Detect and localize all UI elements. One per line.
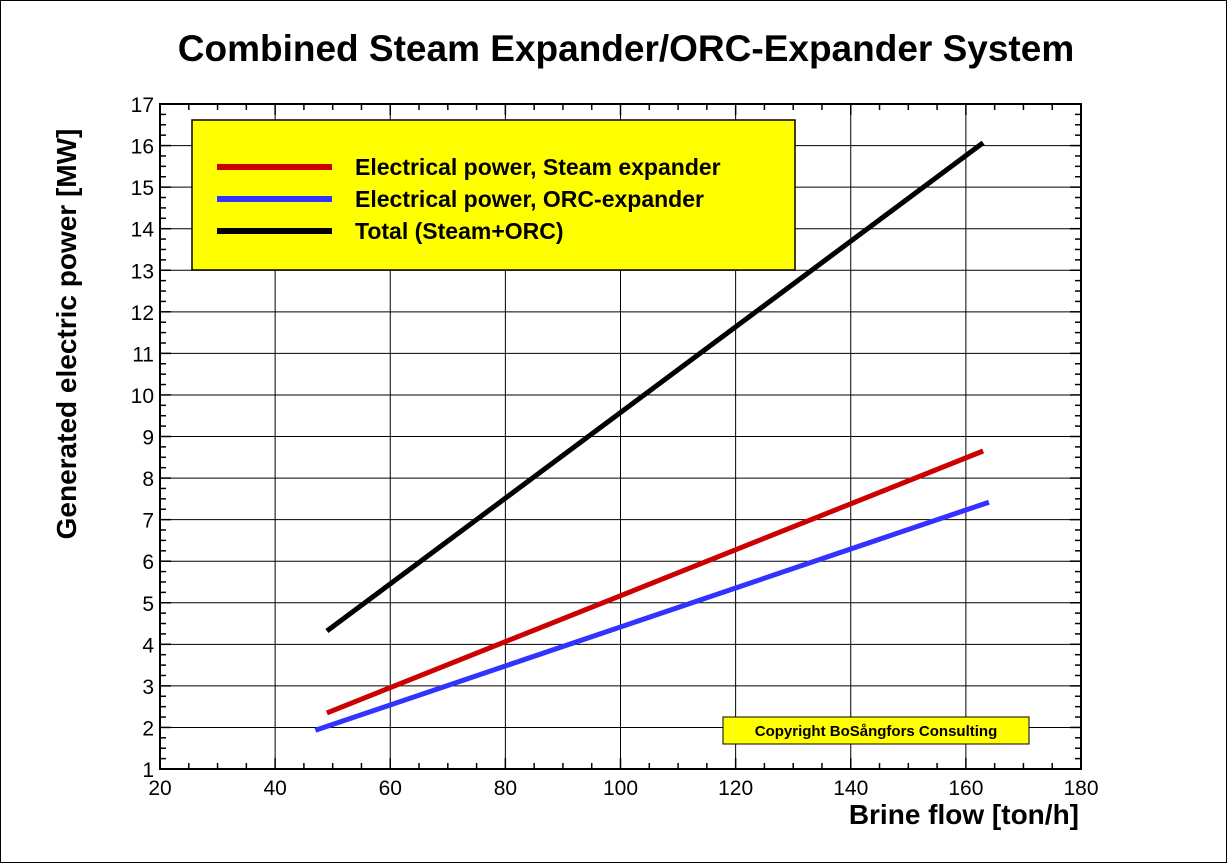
y-tick-label-0: 1: [142, 759, 154, 782]
y-tick-label-12: 13: [131, 260, 154, 283]
chart-title: Combined Steam Expander/ORC-Expander Sys…: [178, 28, 1074, 69]
copyright-annotation: Copyright BoSångfors Consulting: [722, 716, 1030, 745]
x-tick-label-2: 60: [379, 777, 402, 800]
y-tick-label-7: 8: [142, 468, 154, 491]
y-tick-label-15: 16: [131, 136, 154, 159]
series-line-2: [325, 140, 985, 634]
x-tick-label-1: 40: [263, 777, 286, 800]
x-axis-ticks: 20 40 60 80 100 120 140 160 180: [148, 104, 1099, 800]
y-axis-label: Generated electric power [MW]: [51, 129, 82, 540]
y-tick-label-9: 10: [131, 385, 154, 408]
legend: Electrical power, Steam expander Electric…: [191, 119, 796, 271]
series-line-1: [314, 499, 990, 733]
y-tick-label-13: 14: [131, 219, 155, 242]
grid: [160, 104, 1081, 769]
y-tick-label-2: 3: [142, 676, 154, 699]
y-tick-label-16: 17: [131, 94, 154, 117]
y-tick-label-8: 9: [142, 427, 154, 450]
legend-label-1: Electrical power, ORC-expander: [355, 186, 704, 212]
copyright-box: [722, 716, 1030, 745]
copyright-text: Copyright BoSångfors Consulting: [755, 723, 997, 740]
y-tick-label-10: 11: [132, 343, 154, 366]
x-axis-label: Brine flow [ton/h]: [849, 799, 1079, 830]
y-tick-label-4: 5: [142, 593, 154, 616]
series-layer: [314, 140, 990, 733]
x-tick-label-0: 20: [148, 777, 171, 800]
y-tick-label-14: 15: [131, 177, 154, 200]
x-tick-label-5: 120: [718, 777, 753, 800]
x-tick-label-8: 180: [1063, 777, 1098, 800]
legend-box: [191, 119, 796, 271]
x-tick-label-3: 80: [494, 777, 517, 800]
y-tick-label-1: 2: [142, 717, 154, 740]
legend-label-2: Total (Steam+ORC): [355, 218, 564, 244]
y-tick-label-5: 6: [142, 551, 154, 574]
y-tick-label-6: 7: [142, 510, 154, 533]
x-tick-label-7: 160: [948, 777, 983, 800]
legend-label-0: Electrical power, Steam expander: [355, 154, 721, 180]
x-tick-label-4: 100: [603, 777, 638, 800]
x-tick-label-6: 140: [833, 777, 868, 800]
y-tick-label-11: 12: [131, 302, 154, 325]
series-line-0: [325, 448, 985, 716]
y-tick-label-3: 4: [142, 634, 154, 657]
